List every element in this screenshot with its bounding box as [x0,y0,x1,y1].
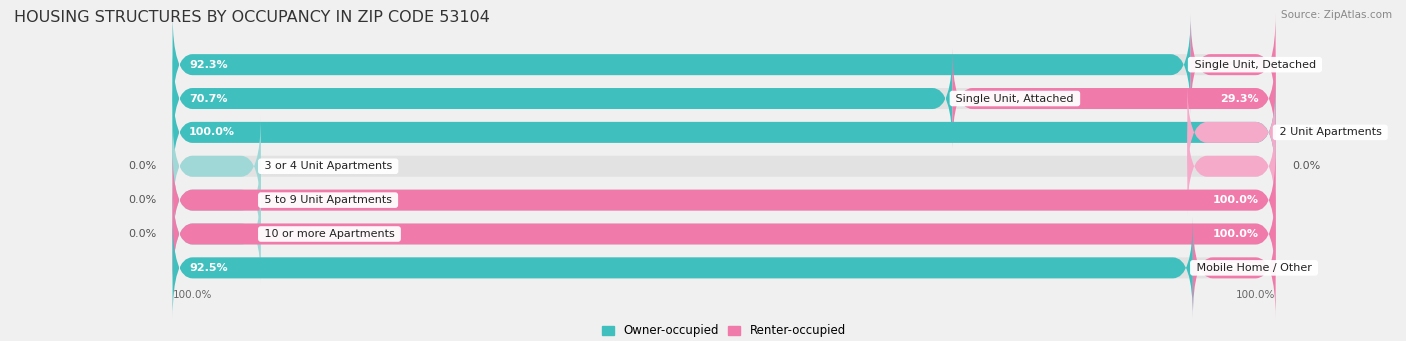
FancyBboxPatch shape [173,150,1275,251]
FancyBboxPatch shape [173,218,1192,318]
FancyBboxPatch shape [173,82,1275,183]
FancyBboxPatch shape [173,183,1275,284]
FancyBboxPatch shape [173,14,1191,115]
FancyBboxPatch shape [173,48,1275,149]
Text: 29.3%: 29.3% [1220,93,1258,104]
Text: 3 or 4 Unit Apartments: 3 or 4 Unit Apartments [262,161,395,171]
Text: Source: ZipAtlas.com: Source: ZipAtlas.com [1281,10,1392,20]
Text: 0.0%: 0.0% [1292,161,1320,171]
Text: 5 to 9 Unit Apartments: 5 to 9 Unit Apartments [262,195,395,205]
Text: 100.0%: 100.0% [190,128,235,137]
Text: 92.3%: 92.3% [190,60,228,70]
Text: 0.0%: 0.0% [128,161,156,171]
FancyBboxPatch shape [1187,116,1275,217]
FancyBboxPatch shape [173,150,262,251]
Text: 0.0%: 0.0% [128,229,156,239]
FancyBboxPatch shape [1191,14,1275,115]
Text: HOUSING STRUCTURES BY OCCUPANCY IN ZIP CODE 53104: HOUSING STRUCTURES BY OCCUPANCY IN ZIP C… [14,10,489,25]
Text: 100.0%: 100.0% [1213,229,1258,239]
Text: Single Unit, Attached: Single Unit, Attached [952,93,1077,104]
Text: 7.5%: 7.5% [1229,263,1258,273]
Text: 92.5%: 92.5% [190,263,228,273]
Text: 10 or more Apartments: 10 or more Apartments [262,229,398,239]
Text: 100.0%: 100.0% [1213,195,1258,205]
Text: 7.7%: 7.7% [1229,60,1258,70]
Text: 100.0%: 100.0% [173,290,212,300]
FancyBboxPatch shape [1187,82,1275,183]
FancyBboxPatch shape [173,14,1275,115]
Text: 70.7%: 70.7% [190,93,228,104]
Text: 100.0%: 100.0% [1236,290,1275,300]
FancyBboxPatch shape [952,48,1275,149]
FancyBboxPatch shape [173,150,1275,251]
Text: Single Unit, Detached: Single Unit, Detached [1191,60,1319,70]
Text: Mobile Home / Other: Mobile Home / Other [1192,263,1315,273]
FancyBboxPatch shape [173,116,262,217]
Text: 0.0%: 0.0% [128,195,156,205]
FancyBboxPatch shape [1192,218,1275,318]
FancyBboxPatch shape [173,183,262,284]
FancyBboxPatch shape [173,48,952,149]
Text: 0.0%: 0.0% [1292,128,1320,137]
Text: 2 Unit Apartments: 2 Unit Apartments [1275,128,1385,137]
FancyBboxPatch shape [173,183,1275,284]
Legend: Owner-occupied, Renter-occupied: Owner-occupied, Renter-occupied [598,320,851,341]
FancyBboxPatch shape [173,218,1275,318]
FancyBboxPatch shape [173,82,1275,183]
FancyBboxPatch shape [173,116,1275,217]
